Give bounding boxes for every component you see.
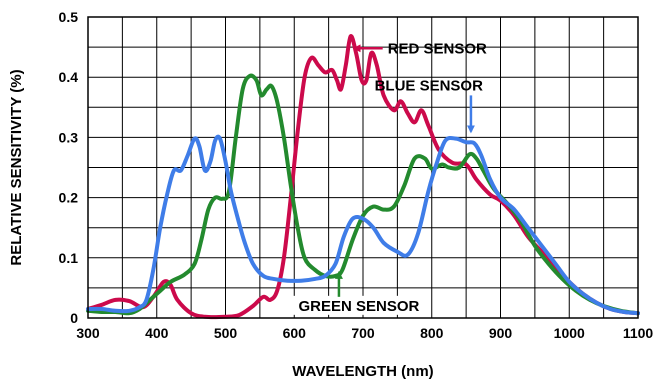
y-axis-title: RELATIVE SENSITIVITY (%) [8, 69, 25, 265]
plot-frame [87, 16, 639, 319]
y-tick-label: 0.1 [59, 250, 79, 266]
x-tick-label: 1000 [554, 325, 585, 341]
x-tick-label: 800 [420, 325, 444, 341]
y-tick-label: 0 [70, 310, 78, 326]
red-sensor-label: RED SENSOR [388, 40, 487, 57]
tick-labels: 300 400 500 600 700 800 900 1000 1100 0 0.1 0.2 0.3 0… [59, 9, 654, 341]
green-sensor-label: GREEN SENSOR [299, 298, 420, 315]
x-tick-label: 400 [145, 325, 169, 341]
series-group [86, 34, 640, 320]
x-axis-title: WAVELENGTH (nm) [292, 363, 433, 380]
y-tick-label: 0.4 [59, 69, 79, 85]
y-tick-label: 0.3 [59, 129, 79, 145]
x-tick-label: 600 [283, 325, 307, 341]
blue-sensor-label: BLUE SENSOR [375, 77, 484, 94]
x-tick-label: 700 [351, 325, 375, 341]
y-tick-label: 0.2 [59, 190, 79, 206]
x-tick-label: 900 [489, 325, 513, 341]
x-tick-label: 500 [214, 325, 238, 341]
red-sensor-line [86, 34, 640, 320]
y-tick-label: 0.5 [59, 9, 79, 25]
x-tick-label: 300 [76, 325, 100, 341]
grid [88, 17, 638, 318]
annotations: RED SENSOR BLUE SENSOR GREEN SENSOR [288, 40, 487, 315]
x-tick-label: 1100 [623, 325, 654, 341]
blue-sensor-line [86, 134, 640, 316]
green-label-backdrop [288, 295, 429, 315]
